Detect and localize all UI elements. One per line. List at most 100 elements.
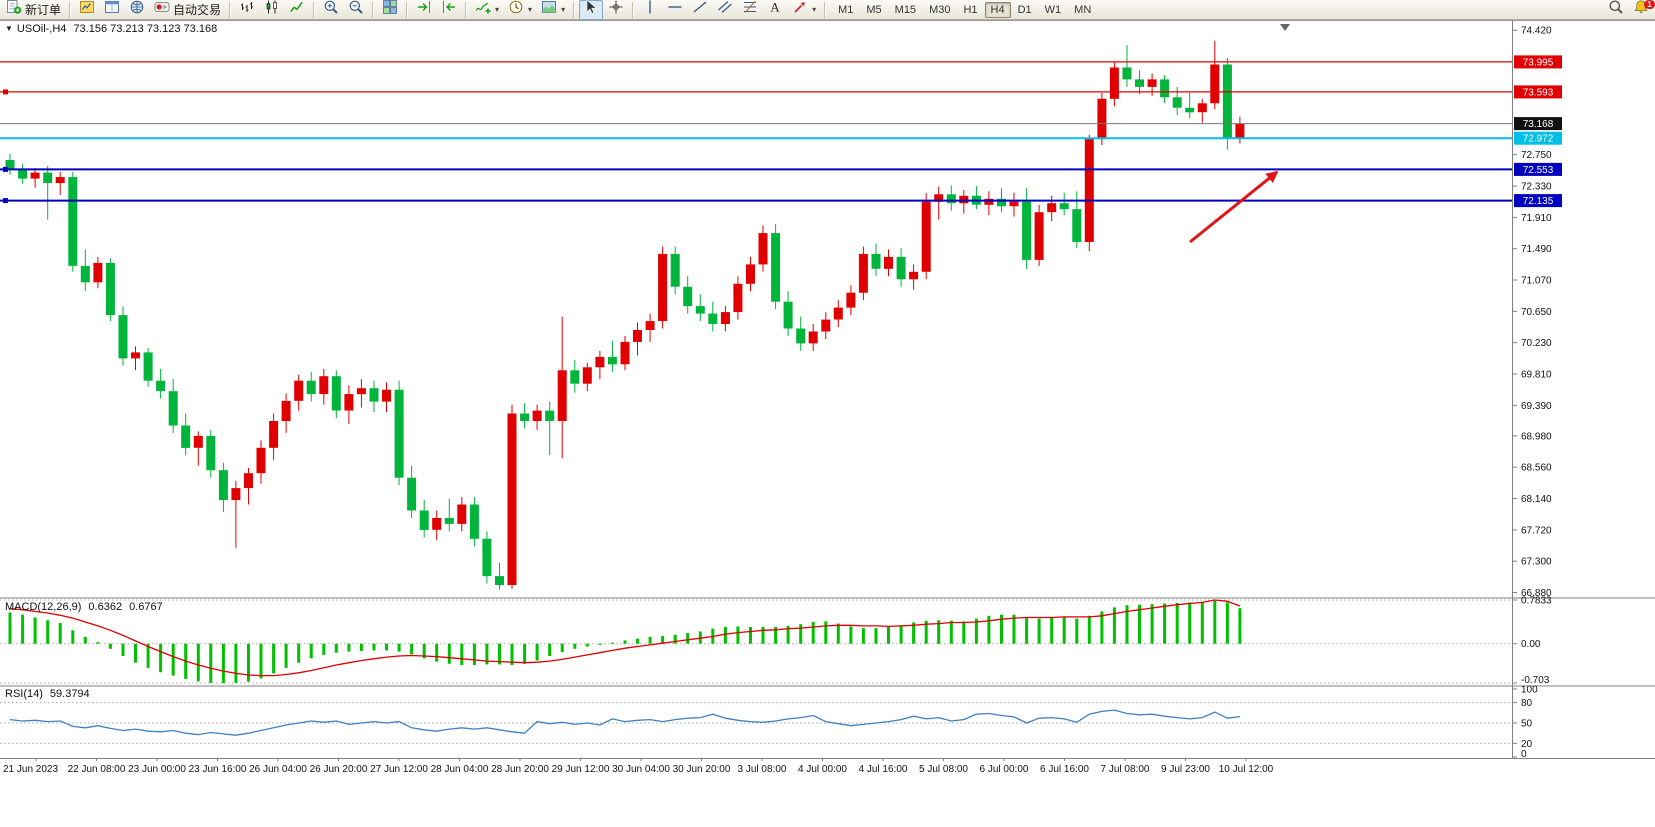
- candle: [231, 488, 241, 500]
- candle: [432, 517, 442, 530]
- autotrading-icon: [154, 0, 170, 20]
- crosshair-icon[interactable]: [604, 0, 628, 20]
- navigator-icon[interactable]: [125, 0, 149, 20]
- zoom-out-icon[interactable]: [344, 0, 368, 20]
- svg-text:73.168: 73.168: [1523, 119, 1554, 130]
- dropdown-caret-icon[interactable]: ▾: [528, 5, 533, 14]
- data-window-icon[interactable]: [100, 0, 124, 20]
- search-icon[interactable]: [1604, 0, 1628, 20]
- fibonacci-icon[interactable]: [738, 0, 762, 20]
- price-tag: [1514, 55, 1562, 69]
- time-axis[interactable]: [0, 758, 1655, 788]
- market-watch-icon[interactable]: [75, 0, 99, 20]
- candle: [1160, 79, 1170, 98]
- candle: [68, 177, 78, 266]
- text-icon[interactable]: A: [763, 0, 787, 20]
- svg-text:71.490: 71.490: [1521, 244, 1552, 255]
- chart-menu-icon[interactable]: ▼: [5, 24, 13, 33]
- hline-handle[interactable]: [3, 166, 8, 172]
- candle: [168, 391, 178, 426]
- svg-text:72.135: 72.135: [1523, 196, 1554, 207]
- svg-text:29 Jun 12:00: 29 Jun 12:00: [552, 764, 610, 775]
- hline-handle[interactable]: [3, 198, 8, 204]
- new-order-button[interactable]: 新订单: [2, 0, 65, 20]
- periods-icon[interactable]: ▾: [504, 0, 536, 20]
- candle: [658, 253, 668, 321]
- candle: [269, 421, 279, 448]
- svg-text:66.880: 66.880: [1521, 588, 1552, 599]
- svg-text:26 Jun 04:00: 26 Jun 04:00: [249, 764, 307, 775]
- line-chart-icon[interactable]: [285, 0, 309, 20]
- auto-scroll-icon[interactable]: [412, 0, 436, 20]
- candle: [984, 198, 994, 205]
- dropdown-caret-icon[interactable]: ▾: [495, 5, 500, 14]
- alerts-icon: [1633, 0, 1649, 20]
- candle: [356, 388, 366, 395]
- dropdown-caret-icon[interactable]: ▾: [812, 5, 817, 14]
- timeframe-mn[interactable]: MN: [1074, 3, 1092, 16]
- hline-72.135[interactable]: [0, 198, 1512, 204]
- candle: [1109, 67, 1119, 99]
- chart-shift-icon[interactable]: [437, 0, 461, 20]
- svg-text:72.330: 72.330: [1521, 182, 1552, 193]
- zoom-in-icon[interactable]: [319, 0, 343, 20]
- svg-text:A: A: [770, 0, 780, 15]
- candle: [1059, 203, 1069, 210]
- toolbar-separator: [406, 1, 409, 18]
- autotrading-button[interactable]: 自动交易: [150, 0, 225, 20]
- svg-text:72.553: 72.553: [1523, 165, 1554, 176]
- fibonacci-icon: [742, 0, 758, 20]
- svg-text:50: 50: [1521, 719, 1533, 730]
- timeframe-m30[interactable]: M30: [929, 3, 951, 16]
- zoom-out-icon: [348, 0, 364, 20]
- svg-text:10 Jul 12:00: 10 Jul 12:00: [1219, 764, 1274, 775]
- candle: [934, 194, 944, 202]
- crosshair-icon: [608, 0, 624, 20]
- candle: [833, 307, 843, 320]
- candle: [796, 328, 806, 344]
- timeframe-w1[interactable]: W1: [1044, 3, 1062, 16]
- arrow-annotation[interactable]: [1189, 170, 1279, 244]
- chart-shift-icon: [441, 0, 457, 20]
- vertical-line-icon[interactable]: [638, 0, 662, 20]
- timeframe-h4[interactable]: H4: [984, 1, 1011, 18]
- tile-windows-icon[interactable]: [378, 0, 402, 20]
- chart-canvas[interactable]: 74.420 72.750 72.330 71.910 71.490 71.070 70.6…: [0, 20, 1655, 827]
- chart-shift-marker[interactable]: [1280, 24, 1290, 31]
- cursor-icon[interactable]: [579, 0, 604, 20]
- toolbar-separator: [229, 1, 232, 18]
- candle: [633, 330, 642, 342]
- timeframe-d1[interactable]: D1: [1017, 3, 1032, 16]
- hline-72.553[interactable]: [0, 166, 1512, 172]
- chart-area[interactable]: 74.420 72.750 72.330 71.910 71.490 71.070 70.6…: [0, 20, 1655, 827]
- indicators-icon[interactable]: ▾: [471, 0, 503, 20]
- hline-73.593[interactable]: [0, 89, 1512, 95]
- svg-text:4 Jul 00:00: 4 Jul 00:00: [798, 764, 847, 775]
- candle: [306, 380, 316, 395]
- channel-icon[interactable]: [713, 0, 737, 20]
- svg-text:23 Jun 16:00: 23 Jun 16:00: [189, 764, 247, 775]
- arrows-icon[interactable]: ▾: [788, 0, 820, 20]
- bar-chart-icon[interactable]: [235, 0, 259, 20]
- dropdown-caret-icon[interactable]: ▾: [561, 5, 566, 14]
- timeframe-m1[interactable]: M1: [838, 3, 854, 16]
- toolbar-separator: [573, 1, 576, 18]
- candle: [281, 400, 291, 421]
- alerts-icon[interactable]: 1: [1629, 0, 1655, 20]
- svg-text:28 Jun 20:00: 28 Jun 20:00: [491, 764, 549, 775]
- timeframe-m15[interactable]: M15: [894, 3, 917, 16]
- trendline-icon[interactable]: [688, 0, 712, 20]
- timeframe-h1[interactable]: H1: [963, 3, 978, 16]
- horizontal-line-icon[interactable]: [663, 0, 687, 20]
- price-tag: [1514, 131, 1562, 145]
- candle: [319, 376, 329, 395]
- templates-icon[interactable]: ▾: [537, 0, 569, 20]
- auto-scroll-icon: [416, 0, 432, 20]
- candlestick-chart-icon[interactable]: [260, 0, 284, 20]
- timeframe-m5[interactable]: M5: [866, 3, 882, 16]
- candle: [532, 410, 542, 421]
- candle: [921, 201, 931, 272]
- svg-text:73.593: 73.593: [1523, 87, 1554, 98]
- svg-text:74.420: 74.420: [1521, 26, 1552, 37]
- hline-handle[interactable]: [3, 89, 8, 95]
